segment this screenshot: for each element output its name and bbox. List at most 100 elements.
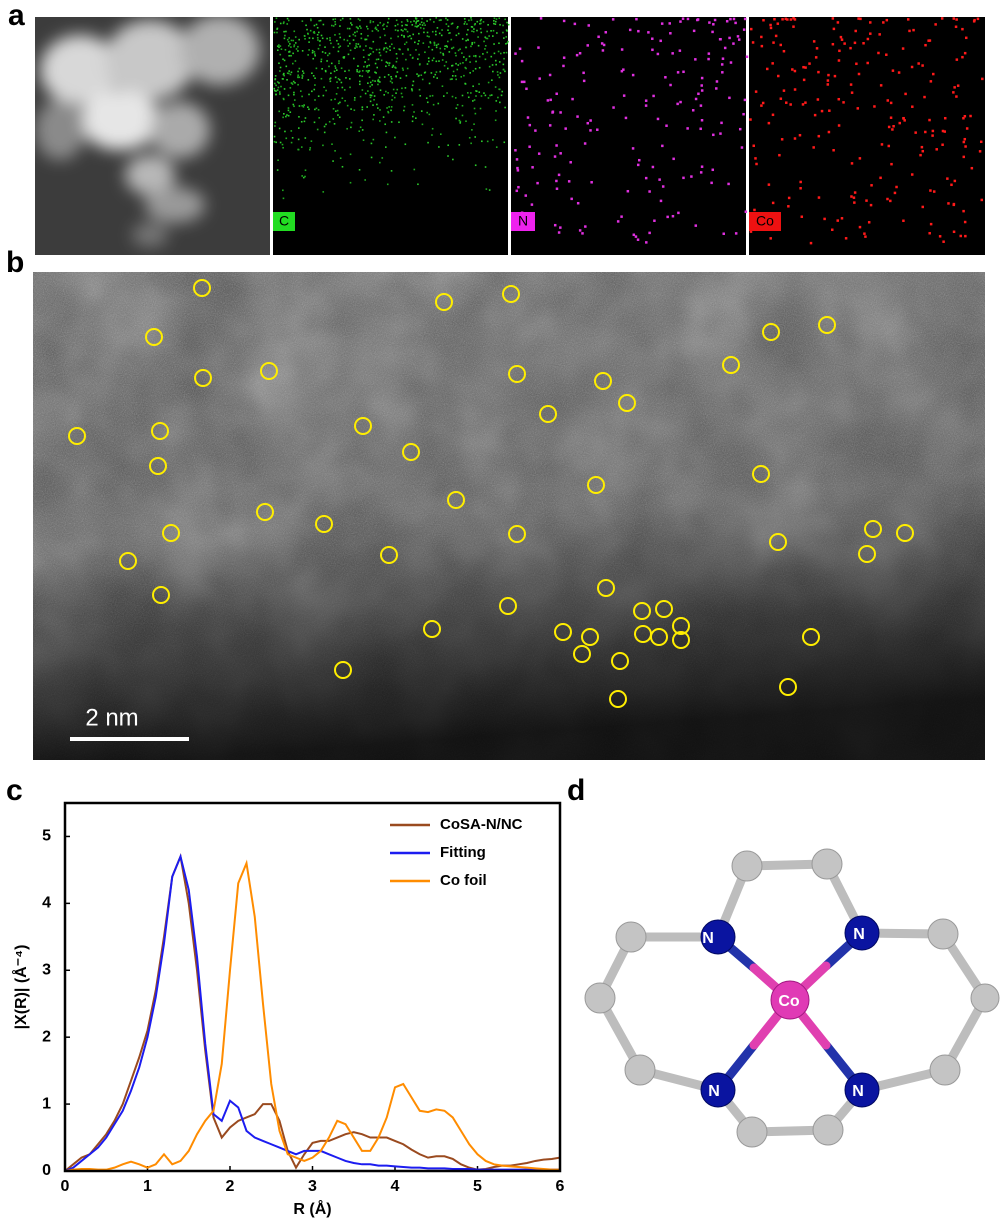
map-dot (589, 129, 592, 132)
map-dot (451, 75, 454, 77)
map-dot (616, 220, 620, 223)
map-dot (337, 77, 340, 80)
map-dot (386, 107, 388, 109)
map-dot (863, 232, 866, 235)
map-dot (389, 80, 392, 83)
atom-marker (779, 678, 797, 696)
map-dot (293, 93, 295, 96)
map-dot (283, 72, 285, 75)
map-dot (853, 41, 857, 45)
x-tick-label: 6 (556, 1178, 565, 1195)
map-dot (459, 122, 462, 124)
map-dot (867, 221, 871, 224)
map-dot (317, 31, 320, 34)
map-dot (931, 129, 935, 133)
map-dot (476, 20, 479, 23)
map-dot (562, 56, 566, 59)
map-dot (505, 51, 508, 54)
map-dot (838, 49, 841, 53)
map-dot (403, 109, 405, 112)
map-dot (436, 77, 438, 79)
map-dot (423, 31, 425, 34)
map-dot (495, 18, 498, 20)
map-dot (451, 47, 453, 50)
map-dot (323, 125, 326, 128)
atom-marker (818, 316, 836, 334)
map-dot (339, 101, 341, 104)
map-dot (711, 168, 715, 172)
map-dot (898, 121, 902, 125)
map-dot (865, 199, 868, 202)
map-dot (318, 117, 320, 119)
map-dot (334, 20, 336, 23)
map-dot (471, 30, 473, 33)
map-dot (697, 92, 700, 96)
map-dot (321, 51, 324, 53)
map-dot (742, 112, 745, 116)
atom-marker (149, 457, 167, 475)
map-dot (586, 44, 589, 47)
map-dot (332, 107, 335, 110)
map-dot (707, 52, 711, 55)
map-dot (708, 21, 711, 24)
atom-marker (152, 586, 170, 604)
map-dot (274, 75, 277, 77)
atom-marker (762, 323, 780, 341)
map-dot (333, 123, 336, 125)
map-dot (571, 97, 574, 101)
map-dot (866, 37, 870, 41)
map-dot (442, 54, 445, 56)
map-dot (505, 36, 508, 38)
map-dot (424, 24, 426, 26)
map-dot (378, 76, 381, 79)
map-dot (404, 43, 406, 46)
map-dot (391, 43, 393, 46)
map-dot (772, 41, 775, 44)
map-dot (651, 48, 654, 52)
map-dot (669, 83, 672, 87)
map-dot (557, 231, 561, 234)
map-dot (407, 49, 409, 51)
map-dot (287, 40, 290, 43)
map-dot (273, 89, 276, 92)
map-dot (480, 31, 483, 34)
map-dot (601, 49, 605, 52)
map-dot (311, 90, 313, 93)
map-dot (364, 61, 366, 63)
map-dot (334, 18, 337, 20)
map-dot (700, 89, 704, 92)
map-dot (700, 84, 703, 87)
map-dot (384, 123, 387, 126)
map-dot (370, 47, 373, 50)
map-dot (583, 142, 587, 145)
map-dot (411, 84, 414, 87)
atom-marker (334, 661, 352, 679)
map-dot (282, 22, 285, 25)
map-dot (307, 106, 309, 108)
map-dot (653, 219, 656, 222)
map-dot (300, 120, 303, 123)
map-dot (304, 117, 307, 119)
map-dot (418, 40, 420, 42)
map-dot (412, 115, 414, 118)
map-dot (686, 127, 689, 130)
map-dot (497, 74, 499, 76)
map-dot (384, 146, 387, 148)
map-dot (445, 23, 448, 25)
map-dot (760, 104, 763, 107)
map-dot (301, 74, 304, 77)
map-dot (282, 189, 284, 192)
map-dot (929, 222, 933, 226)
map-dot (700, 119, 704, 122)
map-dot (464, 66, 467, 69)
map-dot (785, 101, 788, 104)
map-dot (919, 153, 922, 157)
map-dot (721, 71, 724, 74)
map-dot (686, 17, 690, 21)
map-dot (361, 106, 364, 108)
map-dot (388, 62, 391, 64)
map-dot (461, 104, 464, 107)
map-dot (438, 146, 440, 148)
atom-marker (256, 503, 274, 521)
map-dot (441, 29, 443, 31)
